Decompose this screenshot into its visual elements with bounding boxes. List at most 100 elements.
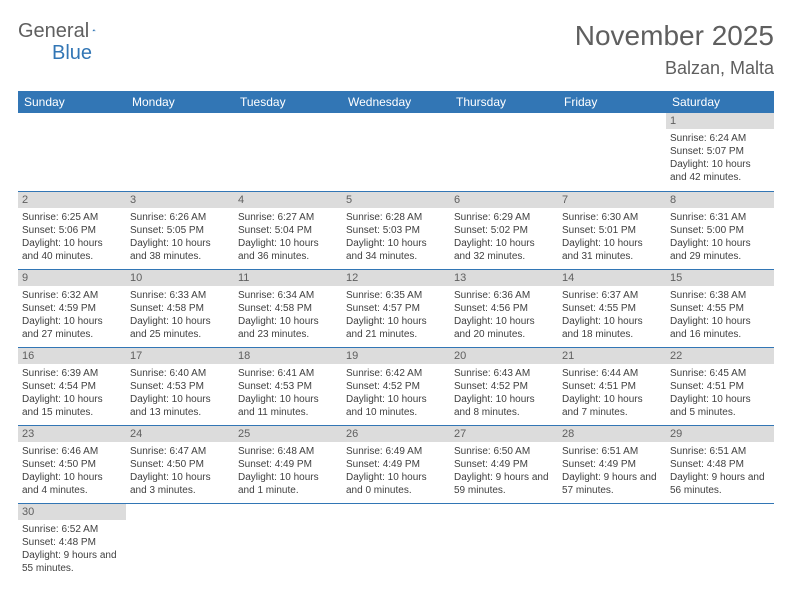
sunrise-line: Sunrise: 6:24 AM — [670, 132, 770, 145]
daylight-line: Daylight: 10 hours and 8 minutes. — [454, 393, 554, 419]
day-number: 25 — [234, 426, 342, 442]
day-number: 13 — [450, 270, 558, 286]
calendar-cell: 18Sunrise: 6:41 AMSunset: 4:53 PMDayligh… — [234, 347, 342, 425]
day-content: Sunrise: 6:51 AMSunset: 4:48 PMDaylight:… — [666, 442, 774, 500]
dayname-friday: Friday — [558, 91, 666, 113]
sunset-line: Sunset: 4:49 PM — [454, 458, 554, 471]
calendar-cell: 25Sunrise: 6:48 AMSunset: 4:49 PMDayligh… — [234, 425, 342, 503]
header: General November 2025 Balzan, Malta — [18, 20, 774, 79]
sunset-line: Sunset: 4:48 PM — [22, 536, 122, 549]
calendar-body: 1Sunrise: 6:24 AMSunset: 5:07 PMDaylight… — [18, 113, 774, 581]
calendar-cell: 3Sunrise: 6:26 AMSunset: 5:05 PMDaylight… — [126, 191, 234, 269]
calendar-cell: 6Sunrise: 6:29 AMSunset: 5:02 PMDaylight… — [450, 191, 558, 269]
title-area: November 2025 Balzan, Malta — [575, 20, 774, 79]
sunrise-line: Sunrise: 6:35 AM — [346, 289, 446, 302]
day-content: Sunrise: 6:43 AMSunset: 4:52 PMDaylight:… — [450, 364, 558, 422]
sunrise-line: Sunrise: 6:28 AM — [346, 211, 446, 224]
dayname-sunday: Sunday — [18, 91, 126, 113]
day-number: 20 — [450, 348, 558, 364]
sunrise-line: Sunrise: 6:51 AM — [670, 445, 770, 458]
calendar-table: Sunday Monday Tuesday Wednesday Thursday… — [18, 91, 774, 581]
day-number: 17 — [126, 348, 234, 364]
calendar-cell — [126, 113, 234, 191]
day-content: Sunrise: 6:25 AMSunset: 5:06 PMDaylight:… — [18, 208, 126, 266]
sunrise-line: Sunrise: 6:44 AM — [562, 367, 662, 380]
daylight-line: Daylight: 9 hours and 59 minutes. — [454, 471, 554, 497]
daylight-line: Daylight: 10 hours and 3 minutes. — [130, 471, 230, 497]
daylight-line: Daylight: 10 hours and 31 minutes. — [562, 237, 662, 263]
calendar-cell: 14Sunrise: 6:37 AMSunset: 4:55 PMDayligh… — [558, 269, 666, 347]
dayname-tuesday: Tuesday — [234, 91, 342, 113]
day-content: Sunrise: 6:28 AMSunset: 5:03 PMDaylight:… — [342, 208, 450, 266]
calendar-cell — [558, 503, 666, 581]
sunset-line: Sunset: 4:59 PM — [22, 302, 122, 315]
day-content: Sunrise: 6:38 AMSunset: 4:55 PMDaylight:… — [666, 286, 774, 344]
calendar-cell: 11Sunrise: 6:34 AMSunset: 4:58 PMDayligh… — [234, 269, 342, 347]
daylight-line: Daylight: 10 hours and 13 minutes. — [130, 393, 230, 419]
day-number: 16 — [18, 348, 126, 364]
calendar-cell: 4Sunrise: 6:27 AMSunset: 5:04 PMDaylight… — [234, 191, 342, 269]
day-content: Sunrise: 6:40 AMSunset: 4:53 PMDaylight:… — [126, 364, 234, 422]
sunrise-line: Sunrise: 6:31 AM — [670, 211, 770, 224]
day-content: Sunrise: 6:42 AMSunset: 4:52 PMDaylight:… — [342, 364, 450, 422]
calendar-cell: 5Sunrise: 6:28 AMSunset: 5:03 PMDaylight… — [342, 191, 450, 269]
sunrise-line: Sunrise: 6:48 AM — [238, 445, 338, 458]
daylight-line: Daylight: 10 hours and 1 minute. — [238, 471, 338, 497]
calendar-cell: 23Sunrise: 6:46 AMSunset: 4:50 PMDayligh… — [18, 425, 126, 503]
calendar-cell: 26Sunrise: 6:49 AMSunset: 4:49 PMDayligh… — [342, 425, 450, 503]
dayname-row: Sunday Monday Tuesday Wednesday Thursday… — [18, 91, 774, 113]
daylight-line: Daylight: 9 hours and 55 minutes. — [22, 549, 122, 575]
day-number: 6 — [450, 192, 558, 208]
sunrise-line: Sunrise: 6:37 AM — [562, 289, 662, 302]
dayname-monday: Monday — [126, 91, 234, 113]
sunset-line: Sunset: 4:52 PM — [346, 380, 446, 393]
sunset-line: Sunset: 4:51 PM — [562, 380, 662, 393]
sunrise-line: Sunrise: 6:29 AM — [454, 211, 554, 224]
day-content: Sunrise: 6:47 AMSunset: 4:50 PMDaylight:… — [126, 442, 234, 500]
daylight-line: Daylight: 10 hours and 10 minutes. — [346, 393, 446, 419]
calendar-row: 23Sunrise: 6:46 AMSunset: 4:50 PMDayligh… — [18, 425, 774, 503]
sunset-line: Sunset: 4:57 PM — [346, 302, 446, 315]
day-content: Sunrise: 6:48 AMSunset: 4:49 PMDaylight:… — [234, 442, 342, 500]
daylight-line: Daylight: 10 hours and 11 minutes. — [238, 393, 338, 419]
sunset-line: Sunset: 4:49 PM — [562, 458, 662, 471]
day-number: 21 — [558, 348, 666, 364]
sunrise-line: Sunrise: 6:46 AM — [22, 445, 122, 458]
sunset-line: Sunset: 5:03 PM — [346, 224, 446, 237]
calendar-cell: 19Sunrise: 6:42 AMSunset: 4:52 PMDayligh… — [342, 347, 450, 425]
day-content: Sunrise: 6:39 AMSunset: 4:54 PMDaylight:… — [18, 364, 126, 422]
day-content: Sunrise: 6:26 AMSunset: 5:05 PMDaylight:… — [126, 208, 234, 266]
daylight-line: Daylight: 10 hours and 23 minutes. — [238, 315, 338, 341]
calendar-cell: 7Sunrise: 6:30 AMSunset: 5:01 PMDaylight… — [558, 191, 666, 269]
day-content: Sunrise: 6:49 AMSunset: 4:49 PMDaylight:… — [342, 442, 450, 500]
calendar-cell: 29Sunrise: 6:51 AMSunset: 4:48 PMDayligh… — [666, 425, 774, 503]
dayname-thursday: Thursday — [450, 91, 558, 113]
sunset-line: Sunset: 5:06 PM — [22, 224, 122, 237]
calendar-cell: 20Sunrise: 6:43 AMSunset: 4:52 PMDayligh… — [450, 347, 558, 425]
sunrise-line: Sunrise: 6:40 AM — [130, 367, 230, 380]
sunset-line: Sunset: 4:55 PM — [562, 302, 662, 315]
daylight-line: Daylight: 10 hours and 38 minutes. — [130, 237, 230, 263]
logo: General — [18, 20, 116, 43]
daylight-line: Daylight: 10 hours and 7 minutes. — [562, 393, 662, 419]
calendar-cell — [126, 503, 234, 581]
day-number: 5 — [342, 192, 450, 208]
day-number: 19 — [342, 348, 450, 364]
day-content: Sunrise: 6:30 AMSunset: 5:01 PMDaylight:… — [558, 208, 666, 266]
daylight-line: Daylight: 10 hours and 18 minutes. — [562, 315, 662, 341]
sunset-line: Sunset: 4:48 PM — [670, 458, 770, 471]
month-title: November 2025 — [575, 20, 774, 52]
day-number: 29 — [666, 426, 774, 442]
sunrise-line: Sunrise: 6:45 AM — [670, 367, 770, 380]
sunset-line: Sunset: 5:02 PM — [454, 224, 554, 237]
day-content: Sunrise: 6:36 AMSunset: 4:56 PMDaylight:… — [450, 286, 558, 344]
dayname-wednesday: Wednesday — [342, 91, 450, 113]
daylight-line: Daylight: 9 hours and 57 minutes. — [562, 471, 662, 497]
calendar-cell: 13Sunrise: 6:36 AMSunset: 4:56 PMDayligh… — [450, 269, 558, 347]
calendar-cell: 9Sunrise: 6:32 AMSunset: 4:59 PMDaylight… — [18, 269, 126, 347]
sunrise-line: Sunrise: 6:32 AM — [22, 289, 122, 302]
logo-text-general: General — [18, 20, 89, 43]
day-number: 30 — [18, 504, 126, 520]
calendar-cell — [450, 113, 558, 191]
daylight-line: Daylight: 10 hours and 20 minutes. — [454, 315, 554, 341]
